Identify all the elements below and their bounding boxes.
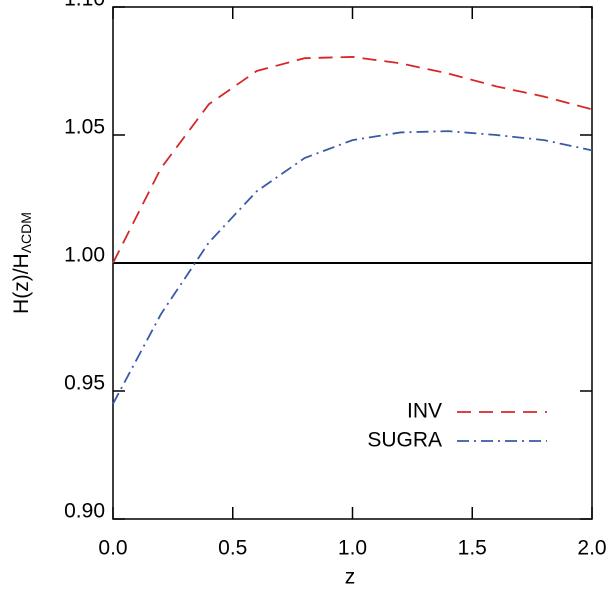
series-line bbox=[112, 130, 593, 405]
legend-label: SUGRA bbox=[367, 429, 442, 452]
y-axis-label-main: H(z)/H bbox=[10, 253, 33, 314]
y-tick-label: 1.10 bbox=[64, 0, 105, 11]
y-axis-label-sub: ΛCDM bbox=[18, 212, 34, 253]
x-tick-label: 0.5 bbox=[218, 537, 247, 560]
x-tick-label: 2.0 bbox=[577, 537, 606, 560]
y-tick-label: 0.95 bbox=[64, 372, 105, 395]
y-tick-label: 0.90 bbox=[64, 500, 105, 523]
x-tick-label: 1.5 bbox=[458, 537, 487, 560]
x-tick-label: 0.0 bbox=[98, 537, 127, 560]
x-tick-label: 1.0 bbox=[338, 537, 367, 560]
series-line bbox=[112, 56, 593, 264]
y-tick-label: 1.05 bbox=[64, 116, 105, 139]
legend-label: INV bbox=[407, 400, 442, 423]
x-axis-label: z bbox=[345, 566, 356, 589]
y-axis-label: H(z)/HΛCDM bbox=[10, 212, 34, 314]
y-tick-label: 1.00 bbox=[64, 244, 105, 267]
